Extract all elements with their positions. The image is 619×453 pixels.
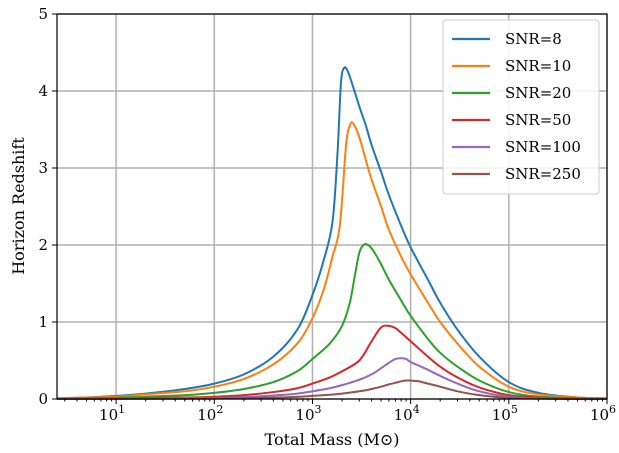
x-tick-label: 103 (295, 403, 321, 424)
y-tick-label: 0 (38, 390, 48, 408)
axis-ticks: 101 102 103 104 105 106 0 1 2 3 4 5 (38, 5, 616, 424)
x-tick-exponent: 5 (511, 403, 518, 416)
x-tick-label: 106 (590, 403, 616, 424)
series-line-snr-250 (56, 379, 608, 401)
x-tick-label: 105 (492, 403, 518, 424)
y-tick-label: 4 (38, 82, 48, 100)
x-tick-exponent: 4 (413, 403, 420, 416)
legend: SNR=8 SNR=10 SNR=20 SNR=50 SNR=100 SNR=250 (442, 19, 600, 195)
x-tick-exponent: 2 (216, 403, 223, 416)
x-tick-exponent: 1 (118, 403, 125, 416)
x-tick-exponent: 3 (315, 403, 322, 416)
series-layer (56, 66, 608, 401)
series-line-snr-10 (56, 121, 608, 400)
series-line-snr-20 (56, 243, 608, 400)
y-tick-label: 5 (38, 5, 48, 23)
y-tick-label: 2 (38, 236, 48, 254)
legend-label: SNR=50 (505, 111, 571, 129)
legend-box (442, 19, 600, 195)
series-line-snr-50 (56, 324, 608, 401)
x-tick-label: 101 (99, 403, 125, 424)
legend-label: SNR=10 (505, 57, 571, 75)
series-line-snr-100 (56, 357, 608, 401)
x-axis-label: Total Mass (M⊙) (265, 430, 400, 449)
y-tick-label: 1 (38, 313, 48, 331)
x-tick-label: 102 (197, 403, 223, 424)
x-tick-exponent: 6 (609, 403, 616, 416)
legend-label: SNR=20 (505, 84, 571, 102)
series-line-snr-8 (56, 66, 608, 400)
plot-frame (56, 13, 608, 400)
y-axis-label: Horizon Redshift (9, 137, 28, 275)
legend-label: SNR=8 (505, 30, 562, 48)
y-tick-label: 3 (38, 159, 48, 177)
legend-label: SNR=250 (505, 165, 581, 183)
legend-label: SNR=100 (505, 138, 581, 156)
x-tick-label: 104 (394, 403, 420, 424)
